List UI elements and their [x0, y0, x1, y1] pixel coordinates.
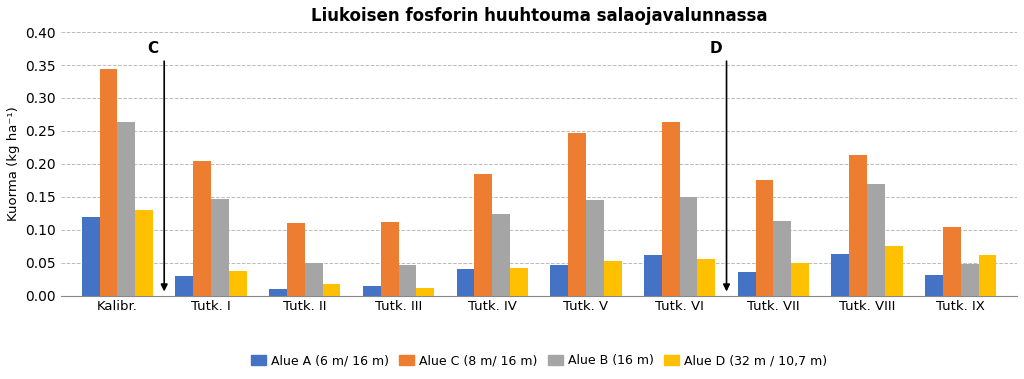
- Text: C: C: [147, 41, 159, 56]
- Bar: [457, 269, 474, 296]
- Bar: [697, 259, 716, 296]
- Bar: [773, 221, 792, 296]
- Bar: [568, 133, 586, 296]
- Bar: [175, 276, 194, 296]
- Bar: [135, 210, 153, 296]
- Bar: [792, 263, 809, 296]
- Bar: [662, 122, 680, 296]
- Bar: [885, 246, 903, 296]
- Bar: [99, 69, 118, 296]
- Bar: [979, 255, 996, 296]
- Bar: [381, 222, 398, 296]
- Bar: [943, 227, 961, 296]
- Bar: [474, 174, 493, 296]
- Bar: [586, 200, 604, 296]
- Bar: [604, 261, 622, 296]
- Bar: [680, 197, 697, 296]
- Bar: [269, 289, 287, 296]
- Bar: [510, 268, 527, 296]
- Bar: [211, 199, 229, 296]
- Bar: [229, 271, 247, 296]
- Bar: [305, 263, 323, 296]
- Bar: [493, 214, 510, 296]
- Bar: [961, 264, 979, 296]
- Bar: [550, 265, 568, 296]
- Bar: [926, 274, 943, 296]
- Bar: [756, 180, 773, 296]
- Bar: [287, 223, 305, 296]
- Bar: [737, 272, 756, 296]
- Bar: [362, 286, 381, 296]
- Text: D: D: [710, 41, 722, 56]
- Bar: [831, 254, 849, 296]
- Bar: [398, 265, 417, 296]
- Bar: [417, 288, 434, 296]
- Legend: Alue A (6 m/ 16 m), Alue C (8 m/ 16 m), Alue B (16 m), Alue D (32 m / 10,7 m): Alue A (6 m/ 16 m), Alue C (8 m/ 16 m), …: [247, 349, 831, 372]
- Bar: [194, 161, 211, 296]
- Title: Liukoisen fosforin huuhtouma salaojavalunnassa: Liukoisen fosforin huuhtouma salaojavalu…: [311, 7, 767, 25]
- Y-axis label: Kuorma (kg ha⁻¹): Kuorma (kg ha⁻¹): [7, 106, 19, 221]
- Bar: [118, 122, 135, 296]
- Bar: [82, 216, 99, 296]
- Bar: [867, 183, 885, 296]
- Bar: [849, 155, 867, 296]
- Bar: [323, 284, 340, 296]
- Bar: [644, 255, 662, 296]
